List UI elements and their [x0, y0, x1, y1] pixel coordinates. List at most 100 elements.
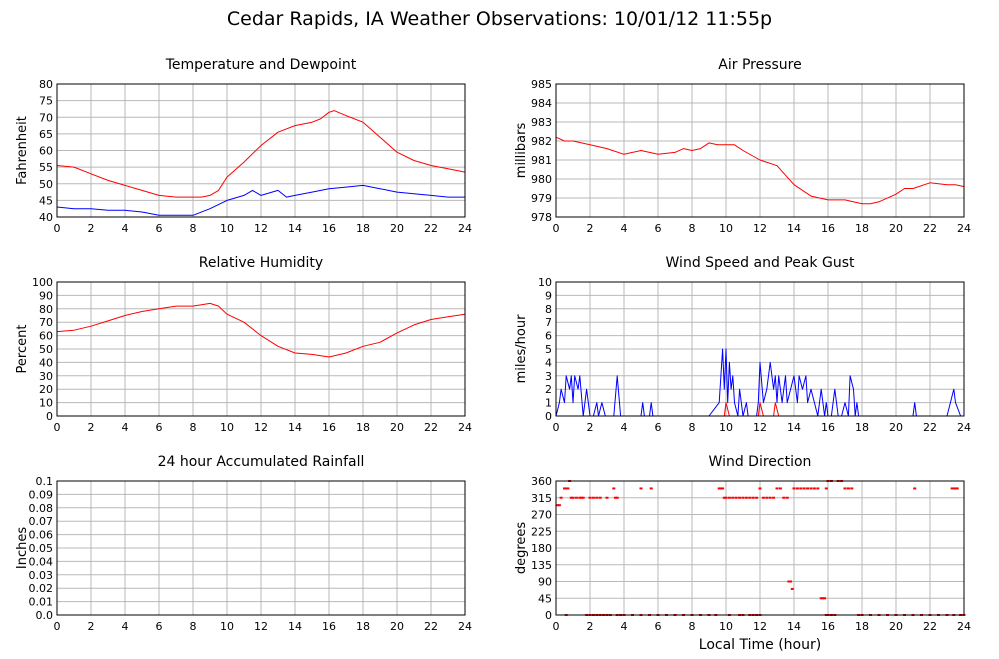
x-tick-label: 2: [587, 620, 594, 633]
plot-frame: [56, 83, 466, 218]
y-tick-label: 135: [531, 559, 552, 572]
x-tick-label: 10: [719, 222, 733, 235]
x-tick-label: 20: [390, 421, 404, 434]
direction-point: [816, 487, 820, 490]
x-tick-label: 24: [458, 620, 472, 633]
direction-point: [727, 496, 731, 499]
chart-title: 24 hour Accumulated Rainfall: [158, 454, 365, 470]
y-tick-label: 45: [538, 592, 552, 605]
x-tick-label: 0: [54, 222, 61, 235]
y-tick-label: 40: [39, 211, 53, 224]
direction-point: [765, 496, 769, 499]
y-axis-label: Percent: [15, 325, 30, 374]
direction-point: [721, 487, 725, 490]
x-tick-label: 22: [923, 421, 937, 434]
x-tick-label: 6: [156, 222, 163, 235]
x-tick-label: 10: [220, 222, 234, 235]
x-tick-label: 2: [88, 222, 95, 235]
x-tick-label: 0: [54, 620, 61, 633]
x-tick-label: 2: [88, 620, 95, 633]
x-tick-label: 20: [390, 620, 404, 633]
direction-point: [556, 504, 560, 507]
y-tick-label: 90: [538, 576, 552, 589]
direction-point: [821, 597, 825, 600]
direction-point: [738, 496, 742, 499]
direction-point: [748, 496, 752, 499]
x-tick-label: 14: [288, 222, 302, 235]
y-tick-label: 45: [39, 194, 53, 207]
direction-point: [557, 504, 561, 507]
direction-point: [782, 496, 786, 499]
direction-point: [755, 496, 759, 499]
page-title: Cedar Rapids, IA Weather Observations: 1…: [226, 8, 773, 30]
y-axis-label: Inches: [15, 527, 30, 569]
y-tick-label: 4: [545, 356, 552, 369]
direction-point: [799, 487, 803, 490]
direction-point: [758, 487, 762, 490]
x-tick-label: 12: [254, 421, 268, 434]
x-tick-label: 12: [254, 222, 268, 235]
direction-point: [580, 496, 583, 499]
y-tick-label: 0.09: [29, 488, 54, 501]
y-tick-label: 6: [545, 330, 552, 343]
x-tick-label: 16: [322, 421, 336, 434]
direction-point: [612, 487, 616, 490]
plot-frame: [555, 281, 965, 417]
direction-point: [850, 487, 854, 490]
y-tick-label: 985: [531, 78, 552, 91]
direction-point: [789, 580, 793, 583]
x-tick-label: 10: [220, 620, 234, 633]
x-tick-label: 8: [190, 620, 197, 633]
chart-title: Wind Speed and Peak Gust: [666, 255, 855, 271]
x-tick-label: 18: [356, 222, 370, 235]
y-tick-label: 80: [39, 78, 53, 91]
x-tick-label: 4: [122, 620, 129, 633]
y-tick-label: 70: [39, 316, 53, 329]
x-tick-label: 12: [753, 421, 767, 434]
y-tick-label: 8: [545, 303, 552, 316]
y-tick-label: 75: [39, 95, 53, 108]
direction-point: [846, 487, 850, 490]
series-line-red: [555, 136, 965, 205]
x-tick-label: 4: [122, 421, 129, 434]
direction-point: [802, 487, 806, 490]
direction-point: [569, 496, 573, 499]
y-tick-label: 980: [531, 173, 552, 186]
direction-point: [588, 496, 592, 499]
x-tick-label: 22: [424, 222, 438, 235]
y-tick-label: 5: [545, 343, 552, 356]
direction-point: [785, 496, 789, 499]
x-tick-label: 14: [787, 620, 801, 633]
x-tick-label: 8: [689, 421, 696, 434]
direction-point: [574, 496, 578, 499]
x-tick-label: 20: [889, 222, 903, 235]
x-tick-label: 16: [322, 620, 336, 633]
y-tick-label: 0.04: [29, 555, 54, 568]
direction-point: [806, 487, 810, 490]
x-tick-label: 24: [957, 421, 971, 434]
y-tick-label: 0.08: [29, 502, 54, 515]
direction-point: [954, 487, 957, 490]
direction-point: [614, 496, 617, 499]
x-tick-label: 22: [424, 620, 438, 633]
y-tick-label: 0: [545, 609, 552, 622]
direction-point: [778, 487, 782, 490]
x-tick-label: 12: [254, 620, 268, 633]
x-tick-label: 6: [156, 620, 163, 633]
x-tick-label: 4: [621, 620, 628, 633]
y-axis-label: millibars: [514, 123, 529, 179]
direction-point: [731, 496, 735, 499]
y-tick-label: 978: [531, 211, 552, 224]
direction-point: [564, 487, 568, 490]
y-tick-label: 1: [545, 397, 552, 410]
y-tick-label: 180: [531, 542, 552, 555]
y-axis-label: miles/hour: [514, 314, 529, 383]
y-tick-label: 30: [39, 370, 53, 383]
chart-title: Wind Direction: [709, 454, 812, 470]
chart-title: Relative Humidity: [199, 255, 323, 271]
series-line-blue: [56, 184, 465, 216]
